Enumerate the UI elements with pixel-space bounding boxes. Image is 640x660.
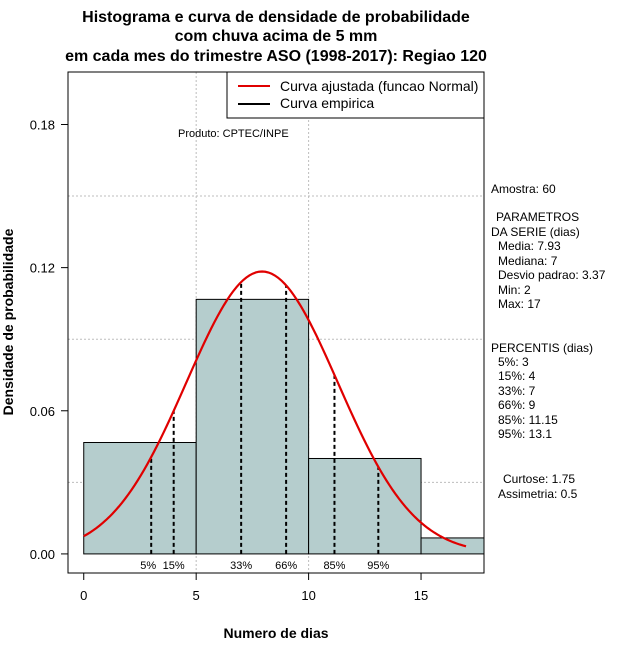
y-tick-label: 0.18 [30, 117, 55, 132]
param-max: Max: 17 [498, 297, 541, 311]
sample-size: Amostra: 60 [491, 182, 556, 196]
percentile-label-15: 15% [163, 560, 185, 572]
chart-title-line-3: em cada mes do trimestre ASO (1998-2017)… [65, 48, 487, 65]
percentile-label-95: 95% [367, 560, 389, 572]
chart-title-line-2: com chuva acima de 5 mm [175, 28, 378, 45]
params-title-1: PARAMETROS [496, 210, 579, 224]
param-median: Mediana: 7 [498, 254, 558, 268]
histogram-bar-3 [308, 457, 422, 555]
percentile-lines: 5% 15% 33% 66% 85% 95% [140, 282, 390, 572]
percentile-label-33: 33% [230, 560, 252, 572]
normal-curve-line [83, 270, 467, 548]
kurtosis: Curtose: 1.75 [503, 472, 575, 486]
param-min: Min: 2 [498, 283, 531, 297]
histogram-bar-2 [195, 298, 310, 555]
normal-curve [83, 270, 467, 548]
percentile-95: 95%: 13.1 [498, 427, 552, 441]
chart-title-line-1: Histograma e curva de densidade de proba… [82, 9, 470, 26]
skewness: Assimetria: 0.5 [498, 487, 578, 501]
percentile-label-85: 85% [323, 560, 345, 572]
y-tick-label: 0.12 [30, 261, 55, 276]
percentile-15: 15%: 4 [498, 369, 536, 383]
legend-entry-empirical: Curva empirica [280, 95, 374, 111]
x-tick-label: 10 [301, 588, 315, 603]
y-tick-label: 0.06 [30, 404, 55, 419]
percentiles-title: PERCENTIS (dias) [491, 341, 593, 355]
percentile-5: 5%: 3 [498, 355, 529, 369]
axes: 0 5 10 15 0.00 0.06 0.12 0.18 [30, 117, 429, 603]
x-axis-label: Numero de dias [223, 625, 328, 641]
x-tick-label: 0 [80, 588, 87, 603]
percentile-label-5: 5% [140, 560, 156, 572]
param-mean: Media: 7.93 [498, 239, 561, 253]
params-title-2: DA SERIE (dias) [491, 225, 580, 239]
percentile-33: 33%: 7 [498, 384, 536, 398]
product-annotation: Produto: CPTEC/INPE [178, 128, 289, 140]
legend-entry-normal: Curva ajustada (funcao Normal) [280, 78, 478, 94]
percentile-label-66: 66% [275, 560, 297, 572]
legend: Curva ajustada (funcao Normal) Curva emp… [226, 71, 485, 119]
x-tick-label: 5 [193, 588, 200, 603]
percentile-85: 85%: 11.15 [498, 413, 558, 427]
y-tick-label: 0.00 [30, 547, 55, 562]
histogram-bars [83, 298, 485, 555]
histogram-bar-4 [420, 537, 485, 555]
statistics-panel: Amostra: 60 PARAMETROS DA SERIE (dias) M… [491, 182, 606, 501]
x-tick-label: 15 [414, 588, 428, 603]
param-sd: Desvio padrao: 3.37 [498, 268, 606, 282]
percentile-66: 66%: 9 [498, 398, 536, 412]
histogram-bar-1 [83, 442, 197, 555]
y-axis-label: Densidade de probabilidade [0, 228, 16, 415]
legend-box [226, 71, 485, 119]
